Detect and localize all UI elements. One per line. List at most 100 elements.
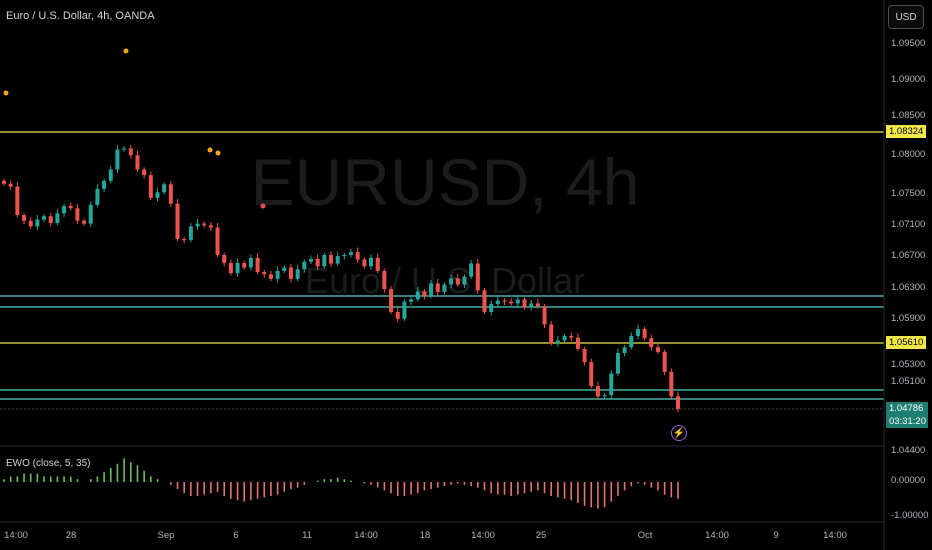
- candle-body[interactable]: [302, 261, 307, 270]
- candle-body[interactable]: [676, 396, 680, 409]
- candle-body[interactable]: [609, 373, 614, 396]
- candle-body[interactable]: [42, 216, 47, 220]
- candle-body[interactable]: [315, 258, 320, 267]
- candle-body[interactable]: [569, 335, 574, 338]
- candle-body[interactable]: [355, 252, 360, 260]
- candle-body[interactable]: [268, 274, 273, 279]
- candle-body[interactable]: [15, 186, 20, 216]
- candle-body[interactable]: [108, 169, 113, 181]
- candle-body[interactable]: [75, 208, 80, 221]
- candle-body[interactable]: [102, 180, 107, 189]
- candle-body[interactable]: [328, 254, 333, 264]
- candle-body[interactable]: [208, 225, 213, 228]
- level-badge-lower[interactable]: 1.05610: [886, 336, 927, 349]
- candle-body[interactable]: [2, 180, 6, 184]
- candle-body[interactable]: [655, 347, 660, 352]
- candle-body[interactable]: [162, 184, 167, 193]
- symbol-title[interactable]: Euro / U.S. Dollar, 4h, OANDA: [6, 10, 155, 22]
- candle-body[interactable]: [469, 263, 474, 277]
- candle-body[interactable]: [8, 183, 13, 187]
- candlestick-series[interactable]: [2, 144, 680, 413]
- candle-body[interactable]: [35, 219, 40, 227]
- candle-body[interactable]: [389, 289, 394, 312]
- candle-body[interactable]: [275, 270, 280, 279]
- candle-body[interactable]: [662, 351, 667, 372]
- candle-body[interactable]: [402, 301, 407, 319]
- candle-body[interactable]: [228, 262, 233, 274]
- candle-body[interactable]: [602, 395, 607, 397]
- candle-body[interactable]: [595, 386, 600, 397]
- candle-body[interactable]: [422, 291, 427, 296]
- candle-body[interactable]: [635, 329, 640, 336]
- current-price-badge[interactable]: 1.04786: [886, 402, 928, 415]
- candle-body[interactable]: [335, 256, 340, 264]
- candle-body[interactable]: [629, 335, 634, 348]
- candle-body[interactable]: [429, 283, 434, 296]
- candle-body[interactable]: [615, 353, 620, 374]
- candle-body[interactable]: [248, 257, 253, 268]
- candle-body[interactable]: [442, 284, 447, 293]
- candle-body[interactable]: [168, 184, 173, 204]
- candle-body[interactable]: [555, 340, 560, 344]
- candle-body[interactable]: [202, 223, 207, 226]
- candle-body[interactable]: [535, 303, 540, 307]
- candle-body[interactable]: [215, 227, 220, 255]
- candle-body[interactable]: [142, 169, 147, 176]
- candle-body[interactable]: [435, 283, 440, 293]
- candle-body[interactable]: [475, 263, 480, 291]
- candle-body[interactable]: [395, 311, 400, 319]
- candle-body[interactable]: [642, 329, 647, 339]
- lightning-icon[interactable]: ⚡: [671, 425, 687, 441]
- candle-body[interactable]: [562, 335, 567, 341]
- candle-body[interactable]: [135, 155, 140, 170]
- candle-body[interactable]: [415, 291, 420, 300]
- candle-body[interactable]: [235, 262, 240, 274]
- candle-body[interactable]: [62, 205, 67, 214]
- candle-body[interactable]: [495, 300, 500, 304]
- candle-body[interactable]: [375, 257, 380, 271]
- candle-body[interactable]: [529, 303, 534, 308]
- candle-body[interactable]: [349, 252, 354, 255]
- candle-body[interactable]: [409, 299, 414, 302]
- candle-body[interactable]: [282, 267, 287, 271]
- candle-body[interactable]: [22, 215, 27, 221]
- candle-body[interactable]: [549, 324, 554, 344]
- candle-body[interactable]: [489, 303, 494, 312]
- candle-body[interactable]: [649, 338, 654, 348]
- candle-body[interactable]: [295, 269, 300, 279]
- candle-body[interactable]: [155, 192, 160, 198]
- candle-body[interactable]: [482, 290, 487, 312]
- candle-body[interactable]: [288, 267, 293, 279]
- ewo-histogram[interactable]: [3, 458, 679, 509]
- candle-body[interactable]: [582, 349, 587, 363]
- indicator-label[interactable]: EWO (close, 5, 35): [6, 458, 91, 469]
- candle-body[interactable]: [182, 239, 187, 241]
- candle-body[interactable]: [68, 205, 73, 209]
- candle-body[interactable]: [255, 257, 260, 273]
- candle-body[interactable]: [128, 148, 133, 156]
- candle-body[interactable]: [622, 347, 627, 353]
- level-badge-upper[interactable]: 1.08324: [886, 125, 927, 138]
- candle-body[interactable]: [55, 213, 60, 224]
- candle-body[interactable]: [522, 299, 527, 308]
- candle-body[interactable]: [342, 254, 347, 257]
- candle-body[interactable]: [95, 188, 100, 205]
- candle-body[interactable]: [242, 262, 247, 268]
- candle-body[interactable]: [382, 270, 387, 290]
- candle-body[interactable]: [369, 257, 374, 267]
- candle-body[interactable]: [449, 278, 454, 285]
- candle-body[interactable]: [515, 299, 520, 304]
- candle-body[interactable]: [308, 258, 313, 262]
- candle-body[interactable]: [322, 254, 327, 267]
- candle-body[interactable]: [502, 300, 507, 302]
- candle-body[interactable]: [669, 371, 674, 397]
- candle-body[interactable]: [122, 148, 127, 150]
- candle-body[interactable]: [509, 301, 514, 304]
- candle-body[interactable]: [542, 306, 547, 325]
- candle-body[interactable]: [455, 278, 460, 285]
- candle-body[interactable]: [362, 259, 367, 267]
- candle-body[interactable]: [188, 226, 193, 241]
- candle-body[interactable]: [28, 220, 33, 227]
- candle-body[interactable]: [589, 362, 594, 387]
